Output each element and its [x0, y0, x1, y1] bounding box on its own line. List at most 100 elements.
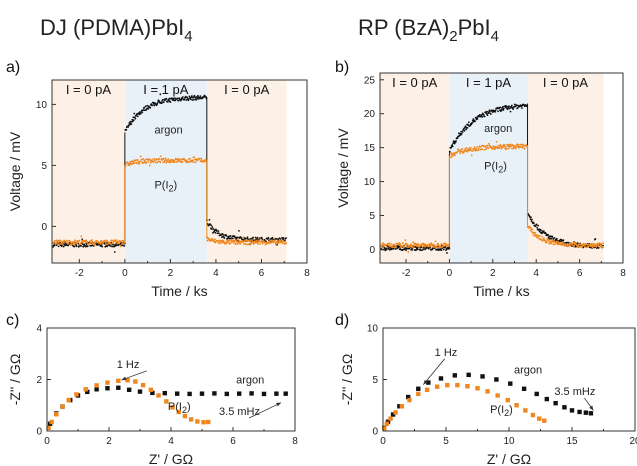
- data-point: [461, 131, 464, 133]
- data-point: [62, 245, 65, 248]
- data-point: [423, 245, 426, 248]
- data-point: [450, 146, 453, 149]
- data-point: [153, 104, 156, 107]
- y-tick-label: 0: [41, 222, 47, 233]
- y-tick-label: 0: [369, 245, 375, 256]
- data-point: [192, 161, 195, 164]
- data-point: [159, 155, 162, 158]
- data-point: [597, 247, 600, 249]
- data-point: [385, 247, 388, 250]
- data-point: [285, 237, 287, 240]
- data-point: [254, 236, 257, 239]
- data-point: [538, 234, 541, 237]
- data-point: [486, 144, 489, 147]
- region-label: I = 1 pA: [466, 75, 511, 90]
- data-point: [509, 143, 512, 146]
- data-point: [211, 226, 214, 229]
- x-tick-label: 8: [292, 436, 298, 447]
- data-point: [101, 245, 104, 248]
- data-point: [390, 243, 393, 245]
- data-point: [469, 146, 472, 149]
- data-point: [562, 241, 564, 244]
- region-label: I = 0 pA: [543, 75, 588, 90]
- data-point: [281, 242, 284, 245]
- data-point: [572, 244, 574, 247]
- data-point: [466, 126, 469, 129]
- data-point: [537, 416, 542, 421]
- data-point: [153, 157, 156, 160]
- y-tick-label: 10: [364, 177, 376, 188]
- data-point: [563, 244, 566, 247]
- plot-frame: [51, 79, 308, 264]
- data-point: [437, 244, 440, 247]
- data-point: [509, 107, 511, 110]
- data-point: [167, 158, 170, 161]
- data-point: [545, 241, 548, 244]
- data-point: [500, 108, 503, 111]
- data-point: [394, 248, 397, 250]
- data-point: [92, 245, 95, 247]
- data-point: [470, 154, 473, 157]
- data-point: [161, 99, 164, 101]
- data-point: [176, 158, 179, 160]
- data-point: [535, 223, 538, 226]
- data-point: [447, 245, 450, 248]
- data-point: [530, 216, 532, 219]
- data-point: [61, 243, 64, 245]
- data-point: [463, 129, 466, 132]
- data-point: [508, 105, 510, 108]
- data-point: [396, 247, 399, 250]
- data-point: [70, 243, 73, 246]
- data-point: [503, 144, 506, 146]
- data-point: [221, 232, 224, 235]
- title-left: DJ (PDMA)PbI4: [40, 15, 193, 45]
- data-point: [440, 249, 443, 252]
- data-point: [128, 122, 131, 124]
- data-point: [53, 244, 56, 247]
- data-point: [529, 218, 532, 221]
- data-point: [455, 382, 460, 388]
- data-point: [534, 225, 537, 227]
- data-point: [91, 244, 94, 247]
- data-point: [580, 243, 582, 246]
- x-tick-label: 8: [620, 268, 626, 279]
- data-point: [88, 240, 91, 243]
- data-point: [394, 245, 397, 248]
- data-point: [223, 237, 226, 239]
- data-point: [494, 110, 497, 113]
- data-point: [75, 243, 78, 246]
- data-point: [513, 144, 516, 147]
- data-point: [81, 243, 84, 245]
- data-point: [442, 245, 445, 248]
- data-point: [600, 244, 603, 247]
- data-point: [553, 243, 556, 246]
- data-point: [446, 252, 448, 254]
- data-point: [285, 241, 287, 244]
- data-point: [515, 104, 518, 107]
- data-point: [523, 408, 528, 413]
- data-point: [573, 245, 575, 248]
- data-point: [426, 380, 431, 385]
- data-point: [426, 244, 428, 246]
- data-point: [158, 158, 161, 160]
- data-point: [595, 246, 598, 248]
- data-point: [495, 393, 500, 398]
- data-point: [399, 243, 402, 246]
- data-point: [470, 123, 473, 126]
- data-point: [189, 98, 192, 101]
- data-point: [115, 239, 118, 242]
- data-point: [522, 143, 525, 146]
- data-point: [60, 243, 63, 245]
- data-point: [577, 409, 582, 415]
- data-point: [577, 245, 580, 248]
- data-point: [453, 152, 456, 155]
- x-tick-label: -2: [402, 268, 411, 279]
- frequency-annotation: 3.5 mHz: [554, 386, 595, 398]
- data-point: [562, 239, 565, 242]
- data-point: [157, 160, 160, 163]
- data-point: [46, 425, 51, 431]
- data-point: [133, 379, 138, 384]
- data-point: [49, 419, 54, 425]
- region-3: [206, 80, 287, 263]
- data-point: [416, 391, 421, 397]
